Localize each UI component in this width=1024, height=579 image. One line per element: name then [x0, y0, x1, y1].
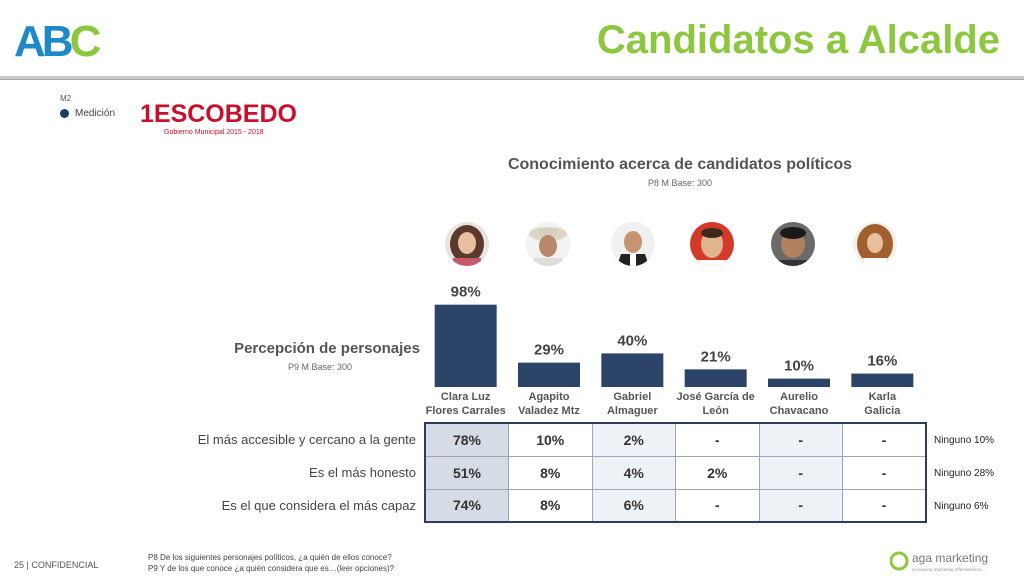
page-title: Candidatos a Alcalde: [596, 18, 1000, 62]
table-cell: 78%: [424, 422, 509, 457]
bar-label-6: 16%: [867, 353, 897, 370]
perception-base: P9 M Base: 300: [287, 362, 352, 372]
table-cell: 2%: [591, 422, 676, 457]
bar-label-3: 40%: [617, 332, 647, 349]
aga-brand-tag: increasing marketing effectiveness...: [912, 567, 985, 572]
table-cell: -: [758, 455, 843, 490]
row-label: El más accesible y cercano a la gente: [197, 432, 416, 447]
footnotes: P8 De los siguientes personajes político…: [148, 552, 394, 574]
candidate-name-line2: Flores Carrales: [425, 405, 506, 417]
candidate-photo-5: [771, 222, 815, 266]
candidate-name-5: Aurelio Chavacano: [757, 390, 841, 418]
none-percentage: Ninguno 6%: [934, 501, 989, 512]
candidate-photo-3: [611, 222, 655, 266]
candidate-photo-1: [445, 222, 489, 266]
candidate-name-6: Karla Galicia: [840, 390, 924, 418]
none-percentage: Ninguno 28%: [934, 468, 995, 479]
bar-5: [768, 378, 830, 387]
abc-logo: ABC: [14, 18, 105, 60]
bar-label-4: 21%: [701, 348, 731, 365]
bar-label-2: 29%: [534, 342, 564, 359]
table-cell: 8%: [508, 455, 593, 490]
candidate-name-3: Gabriel Almaguer: [590, 390, 674, 418]
measure-legend: Medición: [60, 108, 115, 119]
table-cell: -: [758, 488, 843, 523]
legend-dot-icon: [60, 109, 69, 118]
table-cell: 8%: [508, 488, 593, 523]
footnote-p9: P9 Y de los que conoce ¿a quién consider…: [148, 564, 395, 573]
aga-marketing-logo: aga marketing increasing marketing effec…: [890, 551, 988, 572]
chart-title: Conocimiento acerca de candidatos políti…: [507, 156, 853, 173]
candidate-name-line1: Gabriel: [613, 391, 652, 403]
table-cell: -: [842, 422, 927, 457]
table-cell: 74%: [424, 488, 509, 523]
bar-4: [684, 369, 747, 387]
candidate-name-line2: Almaguer: [606, 405, 658, 417]
candidate-name-line2: Galicia: [864, 405, 901, 417]
candidate-name-line2: Chavacano: [769, 405, 829, 417]
table-cell: 2%: [675, 455, 760, 490]
svg-text:ABC: ABC: [14, 18, 101, 60]
svg-text:Gobierno Municipal 2015 - 2018: Gobierno Municipal 2015 - 2018: [164, 129, 264, 136]
candidate-photo-6: [853, 222, 897, 266]
candidate-photo-4: [690, 222, 734, 266]
aga-brand-text: aga marketing: [912, 551, 988, 565]
candidate-name-line1: Agapito: [528, 391, 570, 403]
table-row: 74% 8% 6% - - -: [424, 488, 927, 523]
bar-3: [601, 353, 664, 387]
table-row: 78% 10% 2% - - -: [424, 422, 927, 457]
knowledge-bar-chart: 98% 29% 40% 21% 10% 16%: [434, 284, 914, 387]
none-percentage: Ninguno 10%: [934, 435, 995, 446]
header-divider: [0, 76, 1024, 80]
row-label: Es el que considera el más capaz: [221, 498, 416, 513]
confidential-label: | CONFIDENCIAL: [26, 560, 99, 570]
bar-1: [434, 304, 497, 387]
table-row: 51% 8% 4% 2% - -: [424, 455, 927, 490]
bar-6: [851, 373, 914, 387]
bar-2: [518, 362, 580, 387]
perception-title: Percepción de personajes: [234, 340, 420, 357]
table-cell: 10%: [508, 422, 593, 457]
candidate-name-1: Clara Luz Flores Carrales: [424, 390, 508, 418]
table-cell: -: [675, 422, 760, 457]
footnote-p8: P8 De los siguientes personajes político…: [148, 553, 392, 562]
table-cell: -: [675, 488, 760, 523]
candidate-name-line1: Karla: [868, 391, 897, 403]
chart-base: P8 M Base: 300: [647, 178, 713, 188]
candidate-name-line2: Valadez Mtz: [518, 405, 580, 417]
page-number-value: 25: [14, 560, 25, 570]
candidate-name-2: Agapito Valadez Mtz: [507, 390, 591, 418]
table-cell: -: [758, 422, 843, 457]
candidate-name-line1: Clara Luz: [440, 391, 491, 403]
bar-label-5: 10%: [784, 358, 814, 375]
table-cell: 51%: [424, 455, 509, 490]
table-cell: 4%: [591, 455, 676, 490]
slide-code: M2: [60, 94, 72, 103]
candidate-name-line1: José García de: [676, 391, 755, 403]
row-label: Es el más honesto: [309, 465, 416, 480]
candidate-photo-2: [526, 222, 570, 266]
bar-label-1: 98%: [451, 284, 481, 301]
table-cell: 6%: [591, 488, 676, 523]
candidate-name-4: José García de León: [674, 390, 758, 418]
svg-text:1ESCOBEDO: 1ESCOBEDO: [140, 100, 297, 128]
candidate-name-line2: León: [702, 405, 729, 417]
table-cell: -: [842, 455, 927, 490]
candidate-name-line1: Aurelio: [780, 391, 818, 403]
measure-label: Medición: [75, 108, 116, 119]
table-cell: -: [842, 488, 927, 523]
perception-table: 78% 10% 2% - - -51% 8% 4% 2% - -74% 8% 6% - - -: [424, 422, 927, 523]
page-number: 25 | CONFIDENCIAL: [14, 560, 98, 570]
escobedo-logo: 1ESCOBEDO Gobierno Municipal 2015 - 2018: [140, 100, 297, 136]
